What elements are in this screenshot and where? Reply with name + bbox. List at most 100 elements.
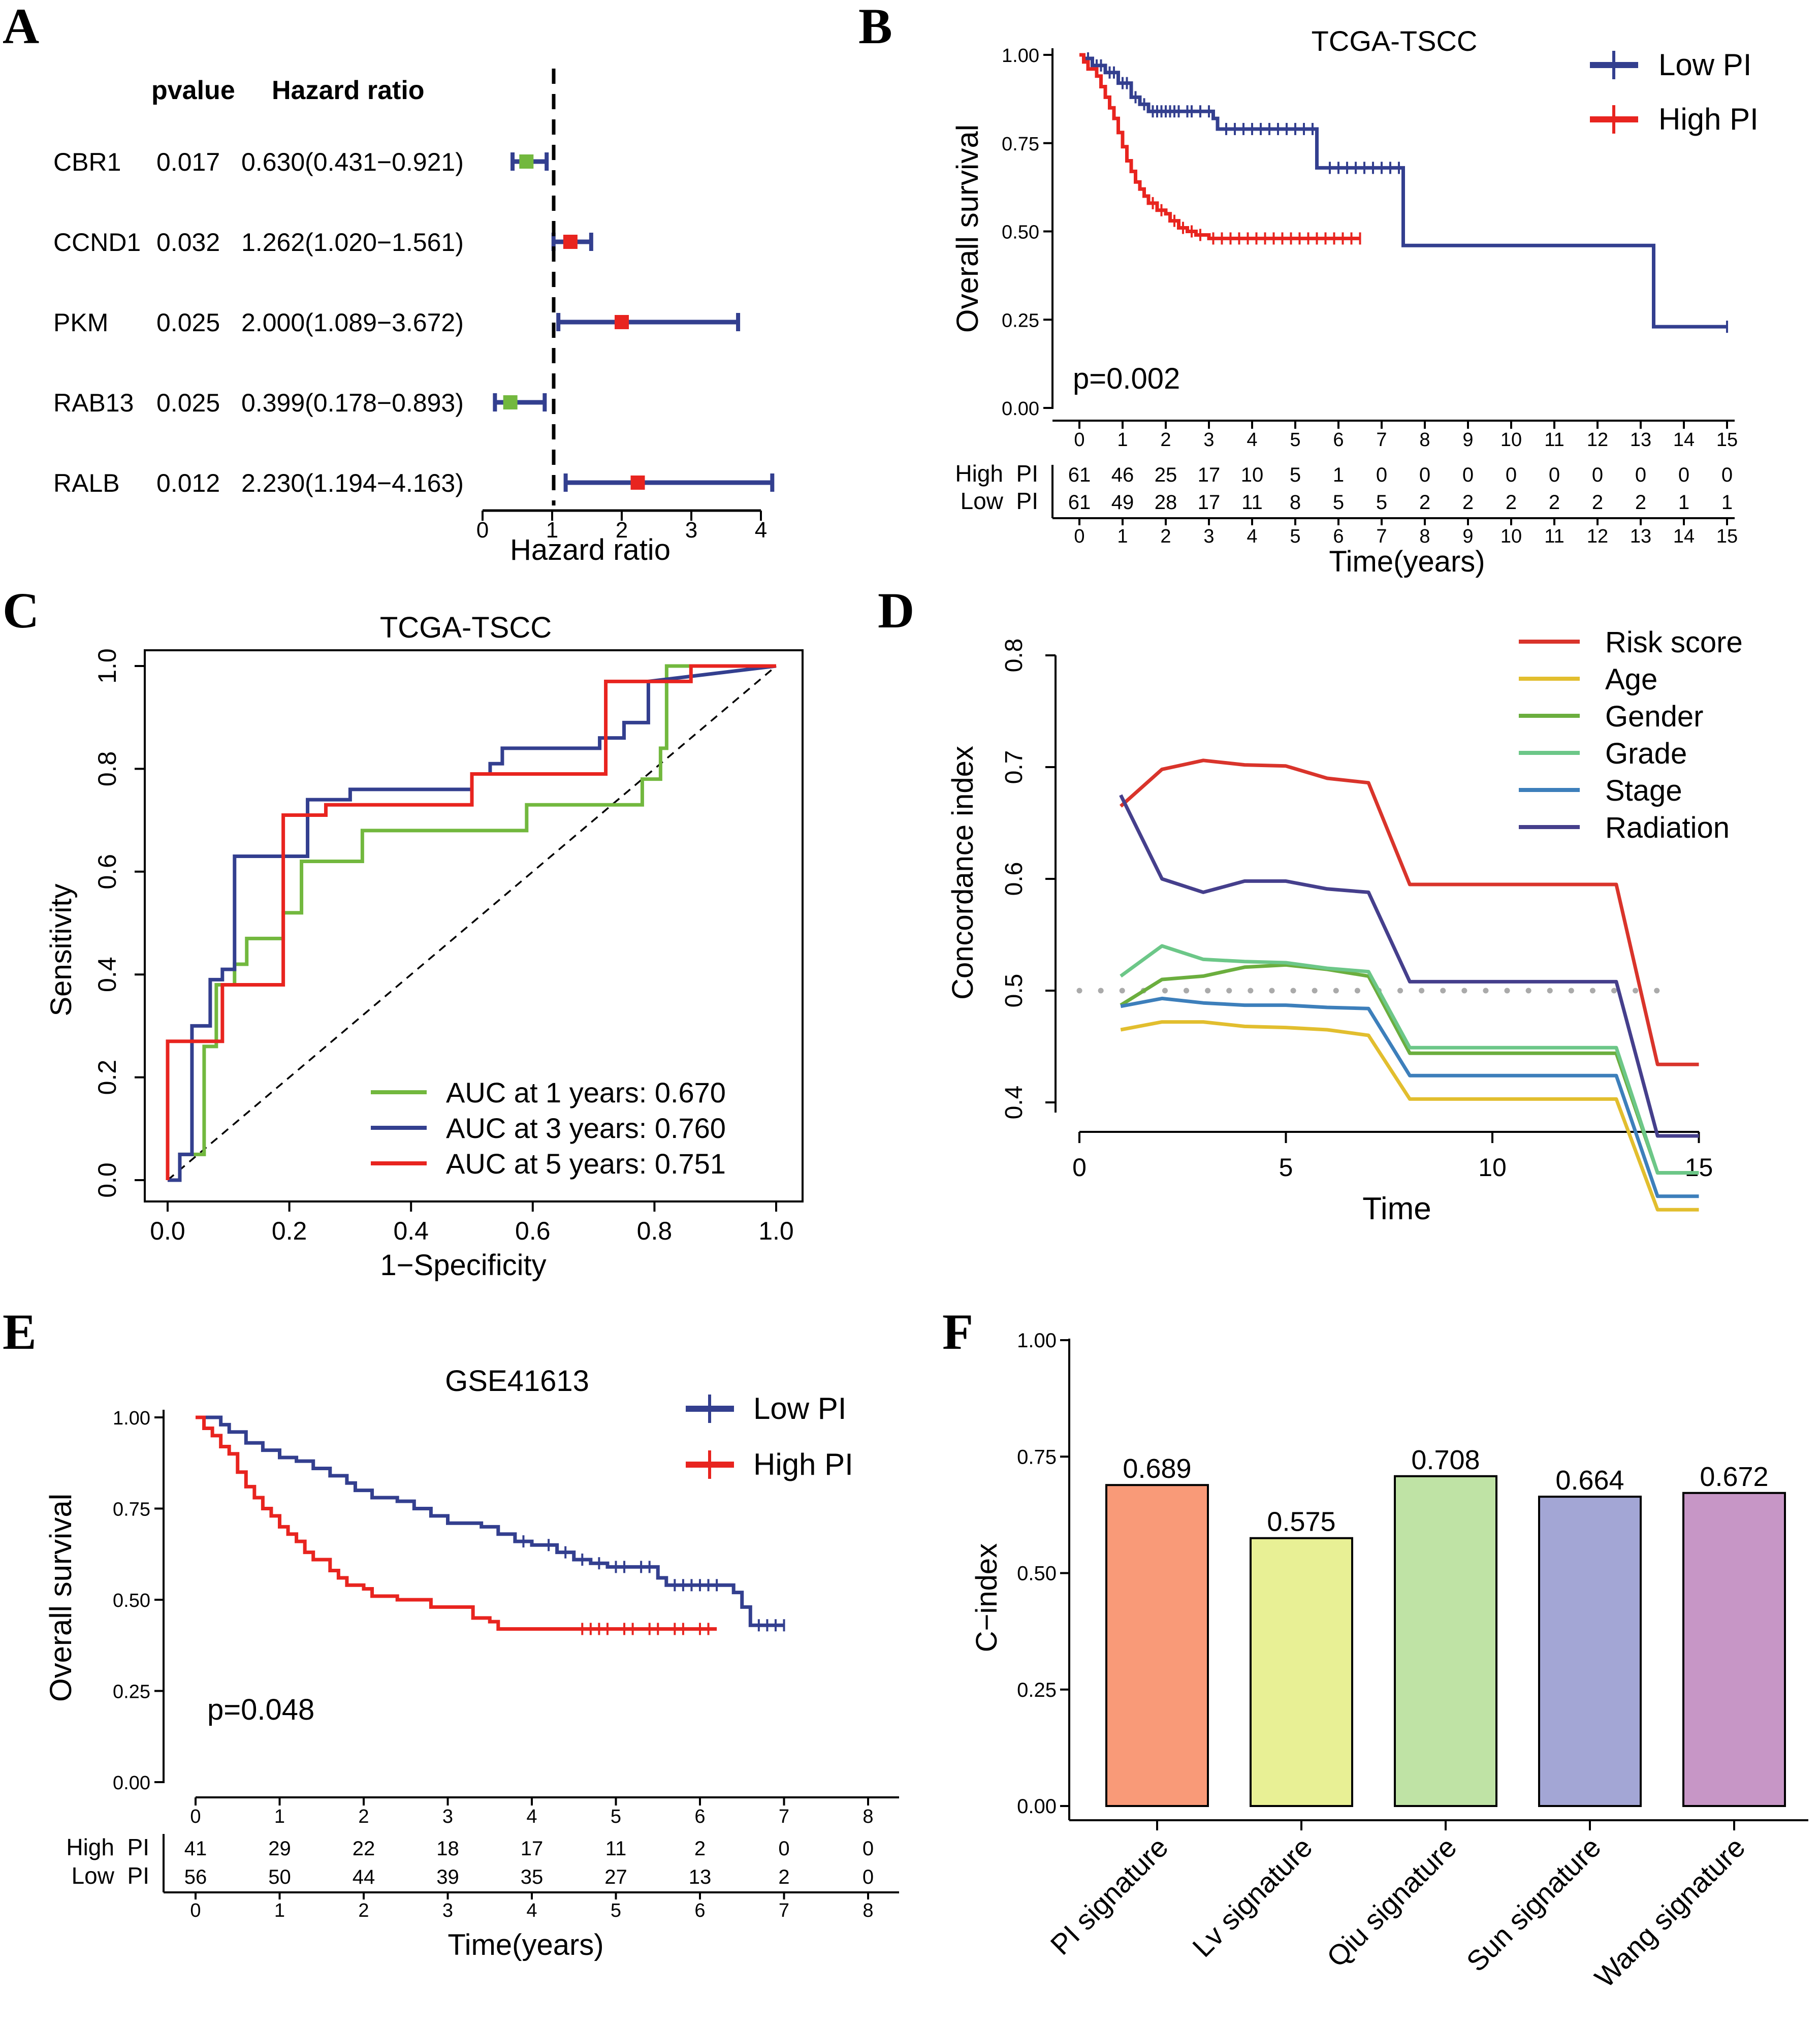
bar-category-label: Wang signature	[1588, 1831, 1751, 1993]
km-x-tick-label: 8	[863, 1806, 873, 1827]
forest-pvalue: 0.032	[156, 228, 220, 257]
panel-label-f: F	[942, 1304, 973, 1360]
km-e-pvalue: p=0.048	[207, 1693, 314, 1726]
forest-point	[503, 395, 518, 409]
cindex-legend-label: Stage	[1605, 774, 1682, 807]
roc-y-label: Sensitivity	[45, 883, 78, 1016]
roc-x-tick-label: 0.4	[393, 1217, 429, 1245]
risk-count: 0	[1549, 464, 1560, 486]
bar-y-tick-label: 0.00	[1017, 1795, 1057, 1818]
roc-y-tick-label: 0.4	[93, 957, 121, 992]
bar-value-label: 0.664	[1555, 1465, 1624, 1496]
cindex-y-tick-label: 0.8	[1001, 639, 1028, 673]
km-curve-low-pi	[1079, 53, 1727, 329]
risk-x-tick-label: 8	[1419, 526, 1430, 547]
risk-count: 2	[778, 1866, 789, 1888]
forest-x-tick-label: 1	[546, 518, 558, 543]
roc-x-label: 1−Specificity	[380, 1249, 546, 1282]
km-y-tick-label: 1.00	[1002, 45, 1039, 67]
bar-pi-signature	[1105, 1484, 1209, 1807]
risk-row-label: Low PI	[961, 488, 1038, 514]
bar-value-label: 0.672	[1700, 1462, 1768, 1492]
km-e-y-label: Overall survival	[44, 1494, 78, 1702]
risk-x-tick-label: 1	[274, 1900, 285, 1921]
risk-count: 25	[1155, 464, 1177, 486]
cindex-legend-label: Gender	[1605, 700, 1703, 733]
forest-plot: pvalue Hazard ratio CBR1 0.017 0.630(0.431…	[53, 69, 775, 566]
cindex-y-tick-label: 0.6	[1001, 862, 1028, 896]
forest-point	[615, 315, 629, 329]
roc-y-tick-label: 0.8	[93, 751, 121, 787]
risk-x-tick-label: 1	[1117, 526, 1128, 547]
km-y-tick-label: 1.00	[113, 1408, 150, 1429]
cindex-legend-label: Grade	[1605, 737, 1687, 770]
forest-gene-label: RAB13	[53, 389, 134, 417]
km-x-tick-label: 15	[1716, 429, 1738, 451]
roc-legend-label: AUC at 3 years: 0.760	[446, 1112, 726, 1144]
risk-x-tick-label: 2	[358, 1900, 369, 1921]
bar-category-label: PI signature	[1044, 1831, 1174, 1961]
risk-count: 44	[353, 1866, 375, 1888]
cindex-curve-stage	[1120, 996, 1699, 1198]
risk-x-tick-label: 3	[442, 1900, 453, 1921]
roc-y-tick-label: 0.2	[93, 1060, 121, 1095]
risk-count: 0	[1419, 464, 1430, 486]
bar-lv-signature	[1250, 1537, 1353, 1808]
km-curve-high-pi	[1079, 53, 1360, 240]
risk-count: 0	[1635, 464, 1646, 486]
bar-y-tick-label: 0.75	[1017, 1446, 1057, 1468]
risk-count: 61	[1068, 491, 1091, 514]
risk-count: 17	[1198, 491, 1221, 514]
roc-legend-label: AUC at 5 years: 0.751	[446, 1148, 726, 1180]
risk-x-tick-label: 4	[526, 1900, 537, 1921]
bar-category-label: Qiu signature	[1320, 1831, 1462, 1973]
km-x-tick-label: 14	[1673, 429, 1695, 451]
forest-gene-label: PKM	[53, 308, 108, 337]
roc-y-tick-label: 0.0	[93, 1162, 121, 1198]
bar-category-label: Sun signature	[1460, 1831, 1607, 1978]
risk-count: 0	[1592, 464, 1603, 486]
risk-x-tick-label: 6	[1333, 526, 1344, 547]
risk-x-tick-label: 6	[694, 1900, 705, 1921]
risk-x-tick-label: 8	[863, 1900, 873, 1921]
km-x-tick-label: 0	[190, 1806, 201, 1827]
km-curve-low-pi	[196, 1415, 784, 1627]
bar-value-label: 0.689	[1123, 1453, 1191, 1484]
roc-x-tick-label: 0.2	[272, 1217, 307, 1245]
risk-count: 2	[1592, 491, 1603, 514]
km-x-tick-label: 5	[1290, 429, 1300, 451]
forest-x-tick-label: 4	[755, 518, 767, 543]
km-y-tick-label: 0.25	[1002, 310, 1039, 331]
cindex-curve-age	[1120, 1020, 1699, 1212]
km-y-tick-label: 0.50	[1002, 222, 1039, 243]
km-x-tick-label: 0	[1074, 429, 1084, 451]
km-x-tick-label: 11	[1544, 429, 1564, 451]
roc-title: TCGA-TSCC	[380, 611, 552, 644]
km-e-legend: Low PI High PI	[686, 1391, 853, 1481]
risk-count: 5	[1333, 491, 1344, 514]
risk-x-tick-label: 3	[1203, 526, 1214, 547]
risk-count: 2	[1419, 491, 1430, 514]
legend-low-label: Low PI	[1658, 48, 1751, 82]
panel-label-a: A	[3, 0, 39, 54]
risk-count: 50	[268, 1866, 291, 1888]
forest-point	[630, 476, 645, 490]
cindex-y-tick-label: 0.4	[1001, 1086, 1028, 1120]
km-x-tick-label: 6	[1333, 429, 1344, 451]
legend-high-label: High PI	[1658, 102, 1759, 136]
km-e-x-label: Time(years)	[448, 1928, 603, 1961]
bar-sun-signature	[1538, 1496, 1642, 1808]
risk-x-tick-label: 10	[1500, 526, 1522, 547]
km-x-tick-label: 2	[358, 1806, 369, 1827]
concordance-plot: Concordance index 0.40.50.60.70.80 5 10 15 …	[946, 626, 1743, 1226]
risk-x-tick-label: 13	[1630, 526, 1651, 547]
km-x-tick-label: 2	[1160, 429, 1171, 451]
km-x-tick-label: 1	[1117, 429, 1128, 451]
risk-count: 0	[1721, 464, 1733, 486]
cindex-x-tick-label: 5	[1279, 1153, 1293, 1182]
risk-count: 0	[863, 1838, 874, 1860]
risk-x-tick-label: 7	[779, 1900, 789, 1921]
risk-count: 0	[863, 1866, 874, 1888]
panel-label-e: E	[3, 1304, 37, 1360]
